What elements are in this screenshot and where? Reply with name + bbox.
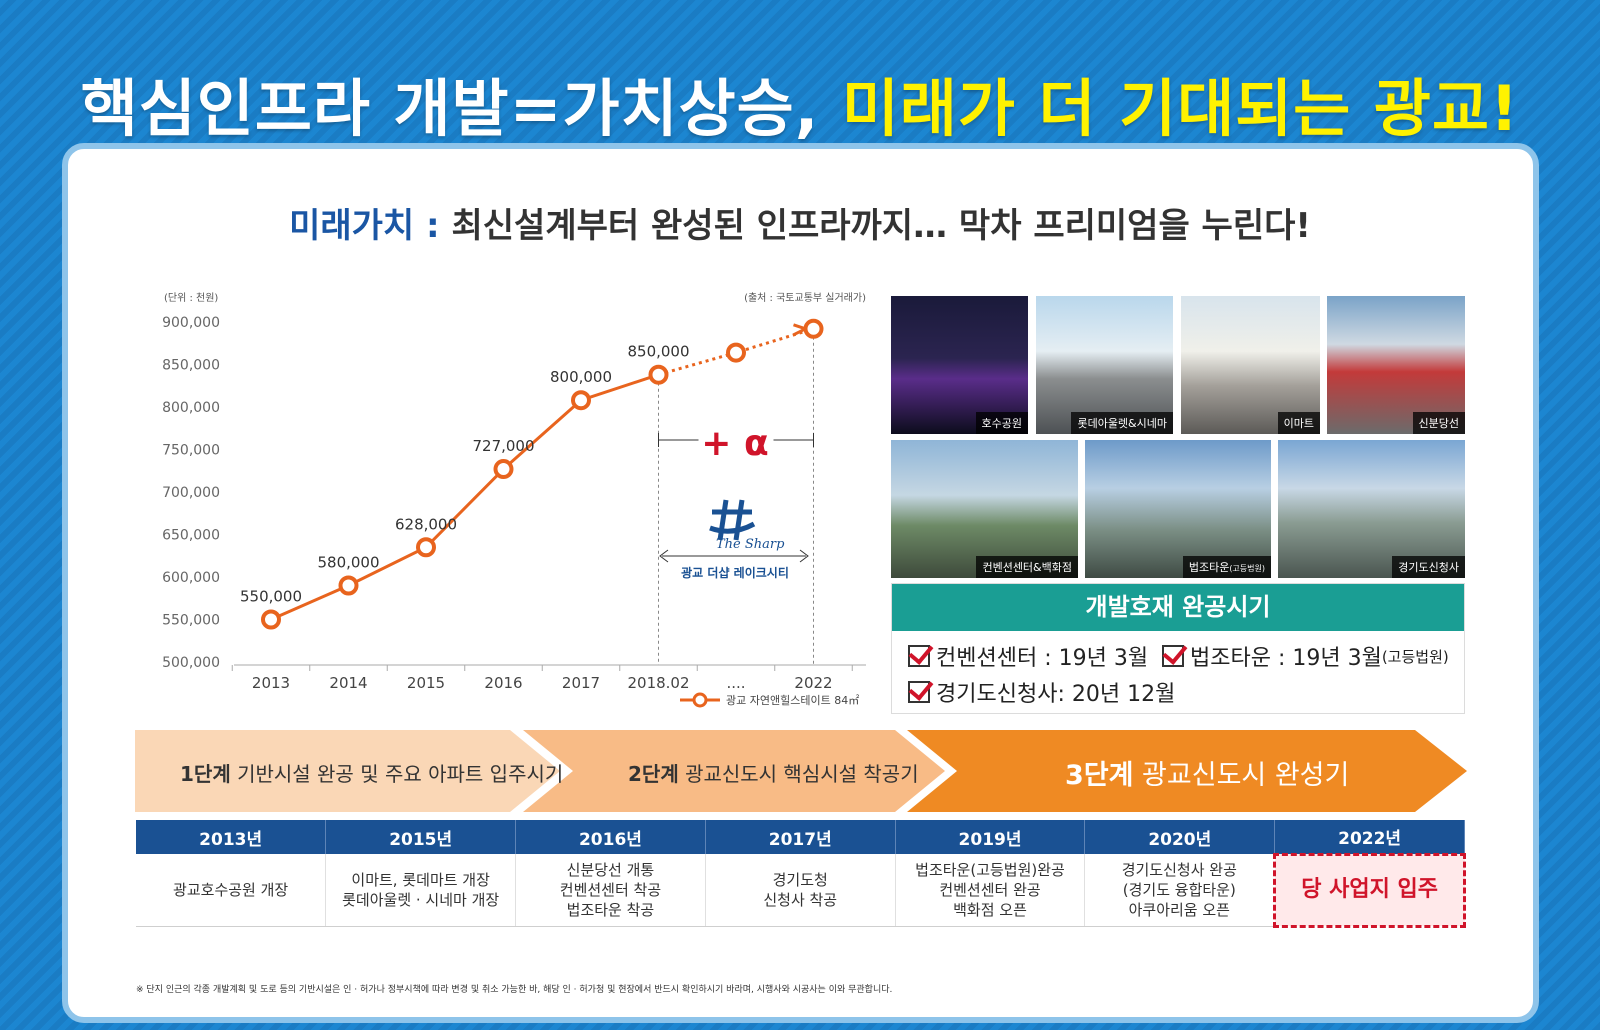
- range-arrow-right-icon: [799, 549, 809, 563]
- mall-photo: 롯데아울렛&시네마: [1036, 296, 1173, 434]
- y-tick-label: 500,000: [162, 655, 220, 671]
- gov-office-photo: 경기도신청사: [1278, 440, 1465, 578]
- emart-photo: 이마트: [1181, 296, 1320, 434]
- data-label: 580,000: [317, 554, 379, 572]
- footnote: ※ 단지 인근의 각종 개발계획 및 도로 등의 기반시설은 인 · 허가나 정…: [136, 985, 893, 995]
- timeline-event: 경기도신청사 완공 (경기도 융합타운) 아쿠아리움 오픈: [1084, 854, 1276, 927]
- data-label: 550,000: [240, 588, 302, 606]
- dev-item-gov-office: 경기도신청사: 20년 12월: [908, 676, 1175, 708]
- y-tick-label: 800,000: [162, 400, 220, 416]
- timeline-year: 2013년: [136, 820, 327, 854]
- timeline-event: 이마트, 롯데마트 개장 롯데아울렛 · 시네마 개장: [325, 854, 517, 927]
- subheadline: 미래가치 : 최신설계부터 완성된 인프라까지… 막차 프리미엄을 누린다!: [0, 198, 1600, 247]
- stage3-label: 3단계 광교신도시 완성기: [1065, 760, 1350, 791]
- legend-marker: [692, 692, 708, 708]
- y-tick-label: 650,000: [162, 528, 220, 544]
- sharp-mark-icon: [709, 499, 756, 541]
- price-line-chart: (단위 : 천원) (출처 : 국토교통부 실거래가) 900,000 850,0…: [162, 291, 866, 708]
- data-point: [261, 609, 281, 630]
- y-tick-label: 750,000: [162, 443, 220, 459]
- checkbox-icon: [1162, 645, 1184, 667]
- headline: 핵심인프라 개발=가치상승, 미래가 더 기대되는 광교!: [0, 58, 1600, 148]
- photo-caption: 롯데아울렛&시네마: [1071, 412, 1173, 434]
- x-tick-label: 2013: [252, 674, 290, 692]
- court-photo: 법조타운(고등법원): [1085, 440, 1271, 578]
- subhead-rest: 최신설계부터 완성된 인프라까지… 막차 프리미엄을 누린다!: [439, 206, 1311, 246]
- stage1-label: 1단계 기반시설 완공 및 주요 아파트 입주시기: [180, 762, 564, 786]
- train-photo: 신분당선: [1327, 296, 1465, 434]
- stage-arrows: [135, 730, 1467, 812]
- data-point: [493, 459, 514, 480]
- the-sharp-logo: The Sharp: [709, 499, 785, 552]
- stage3-arrow: [907, 730, 1467, 812]
- timeline-table: 2013년 2015년 2016년 2017년 2019년 2020년 2022…: [136, 820, 1466, 928]
- x-tick-label: 2022: [794, 674, 832, 692]
- timeline-year: 2017년: [705, 820, 896, 854]
- y-tick-label: 900,000: [162, 315, 220, 331]
- timeline-year: 2019년: [895, 820, 1086, 854]
- dev-item-court: 법조타운 : 19년 3월 (고등법원): [1162, 640, 1449, 672]
- timeline-event: 신분당선 개통 컨벤션센터 착공 법조타운 착공: [515, 854, 706, 927]
- checkbox-icon: [908, 645, 930, 667]
- timeline-year: 2016년: [515, 820, 706, 854]
- x-tick-label: 2014: [329, 674, 367, 692]
- x-tick-label: 2016: [484, 674, 522, 692]
- dev-title: 개발호재 완공시기: [892, 584, 1464, 631]
- data-point: [338, 575, 359, 596]
- convention-photo: 컨벤션센터&백화점: [891, 440, 1078, 578]
- subhead-em: 미래가치 :: [289, 206, 440, 246]
- timeline-year: 2022년: [1274, 820, 1465, 854]
- headline-part1: 핵심인프라 개발=가치상승,: [80, 72, 842, 145]
- y-tick-label: 850,000: [162, 358, 220, 374]
- timeline-event: 경기도청 신청사 착공: [705, 854, 896, 927]
- checkbox-icon: [908, 681, 930, 703]
- x-tick-label: 2017: [562, 674, 600, 692]
- data-point: [803, 318, 824, 339]
- photo-caption: 컨벤션센터&백화점: [976, 556, 1078, 578]
- x-tick-label: 2018.02: [627, 674, 689, 692]
- y-tick-label: 550,000: [162, 613, 220, 629]
- project-name: 광교 더샵 레이크시티: [681, 565, 789, 580]
- data-label: 628,000: [395, 515, 457, 533]
- data-point: [726, 342, 746, 363]
- photo-caption: 법조타운(고등법원): [1182, 556, 1271, 578]
- data-point: [648, 364, 669, 385]
- timeline-event: 법조타운(고등법원)완공 컨벤션센터 완공 백화점 오픈: [895, 854, 1086, 927]
- chart-legend: 광교 자연앤힐스테이트 84㎡: [680, 692, 859, 708]
- data-point: [416, 537, 436, 558]
- source-label: (출처 : 국토교통부 실거래가): [744, 292, 866, 304]
- logo-text: The Sharp: [716, 537, 785, 552]
- data-label: 850,000: [627, 343, 689, 361]
- timeline-year: 2020년: [1084, 820, 1276, 854]
- stage2-arrow: [523, 730, 945, 812]
- y-tick-label: 700,000: [162, 485, 220, 501]
- timeline-event-final: 당 사업지 입주: [1273, 852, 1466, 928]
- dev-completion-box: 개발호재 완공시기 컨벤션센터 : 19년 3월 법조타운 : 19년 3월 (고…: [891, 583, 1465, 714]
- headline-part2: 미래가 더 기대되는 광교!: [841, 72, 1520, 145]
- x-tick-label: ....: [726, 674, 745, 692]
- range-arrow-left-icon: [659, 549, 669, 563]
- y-tick-label: 600,000: [162, 570, 220, 586]
- series-line-forecast: [658, 327, 814, 377]
- photo-caption: 경기도신청사: [1392, 556, 1465, 578]
- x-tick-label: 2015: [407, 674, 445, 692]
- timeline-event: 광교호수공원 개장: [136, 854, 327, 927]
- photo-caption: 신분당선: [1412, 412, 1465, 434]
- photo-caption: 호수공원: [975, 412, 1028, 434]
- legend-label: 광교 자연앤힐스테이트 84㎡: [726, 694, 859, 707]
- data-label: 800,000: [550, 368, 612, 386]
- stage1-arrow: [135, 730, 560, 812]
- dev-item-convention: 컨벤션센터 : 19년 3월: [908, 640, 1148, 672]
- stage2-label: 2단계 광교신도시 핵심시설 착공기: [628, 762, 919, 786]
- lake-park-photo: 호수공원: [891, 296, 1028, 434]
- timeline-year: 2015년: [325, 820, 517, 854]
- data-point: [571, 390, 591, 411]
- series-line-actual: [270, 373, 659, 621]
- data-label: 727,000: [472, 437, 534, 455]
- unit-label: (단위 : 천원): [164, 291, 218, 304]
- plus-alpha-label: + α: [701, 423, 768, 464]
- photo-caption: 이마트: [1277, 412, 1320, 434]
